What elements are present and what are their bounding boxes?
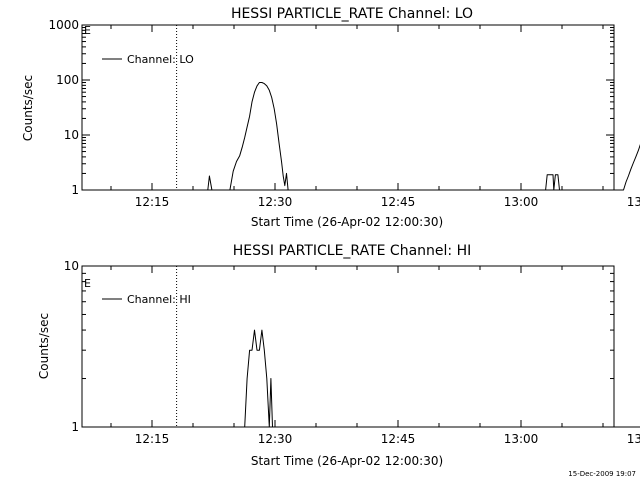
y-tick-label: 1000 xyxy=(48,18,79,32)
x-tick-label: 12:30 xyxy=(258,432,293,446)
x-tick-label: 13:00 xyxy=(504,432,539,446)
y-tick-label: 10 xyxy=(64,259,79,273)
event-lines: E xyxy=(176,25,178,190)
y-axis-ticks: 1 10 100 1000 xyxy=(48,18,614,197)
x-tick-label: 12:45 xyxy=(381,432,416,446)
x-tick-label: 13:15 xyxy=(627,195,640,209)
legend: Channel: HI xyxy=(102,293,191,306)
x-axis-label: Start Time (26-Apr-02 12:00:30) xyxy=(251,454,443,468)
y-tick-label: 1 xyxy=(71,183,79,197)
y-tick-label: 100 xyxy=(56,73,79,87)
plot-frame xyxy=(81,265,615,428)
event-marker-start: E xyxy=(84,24,91,37)
x-tick-label: 13:00 xyxy=(504,195,539,209)
legend: Channel: LO xyxy=(102,53,194,66)
plot-panel-lo: HESSI PARTICLE_RATE Channel: LO E 12:151… xyxy=(21,6,640,229)
chart-title: HESSI PARTICLE_RATE Channel: HI xyxy=(233,243,471,259)
y-tick-label: 1 xyxy=(71,420,79,434)
chart-title: HESSI PARTICLE_RATE Channel: LO xyxy=(231,6,473,22)
y-axis-label: Counts/sec xyxy=(37,313,51,379)
y-axis-label: Counts/sec xyxy=(21,75,35,141)
plot-panel-hi: HESSI PARTICLE_RATE Channel: HI E 12:151… xyxy=(37,243,640,468)
series-line xyxy=(244,329,640,428)
x-tick-label: 13:15 xyxy=(627,432,640,446)
series-layer xyxy=(207,82,640,191)
x-tick-label: 12:30 xyxy=(258,195,293,209)
plot-frame xyxy=(81,24,615,191)
legend-label: Channel: HI xyxy=(127,293,191,306)
x-tick-label: 12:15 xyxy=(135,195,170,209)
x-tick-label: 12:45 xyxy=(381,195,416,209)
footer-timestamp: 15-Dec-2009 19:07 xyxy=(568,470,636,478)
event-marker-start: E xyxy=(84,277,91,290)
x-tick-label: 12:15 xyxy=(135,432,170,446)
series-layer xyxy=(244,329,640,428)
x-axis-label: Start Time (26-Apr-02 12:00:30) xyxy=(251,215,443,229)
legend-label: Channel: LO xyxy=(127,53,194,66)
y-axis-ticks: 1 10 xyxy=(64,259,614,434)
y-tick-label: 10 xyxy=(64,128,79,142)
series-line xyxy=(207,82,640,191)
